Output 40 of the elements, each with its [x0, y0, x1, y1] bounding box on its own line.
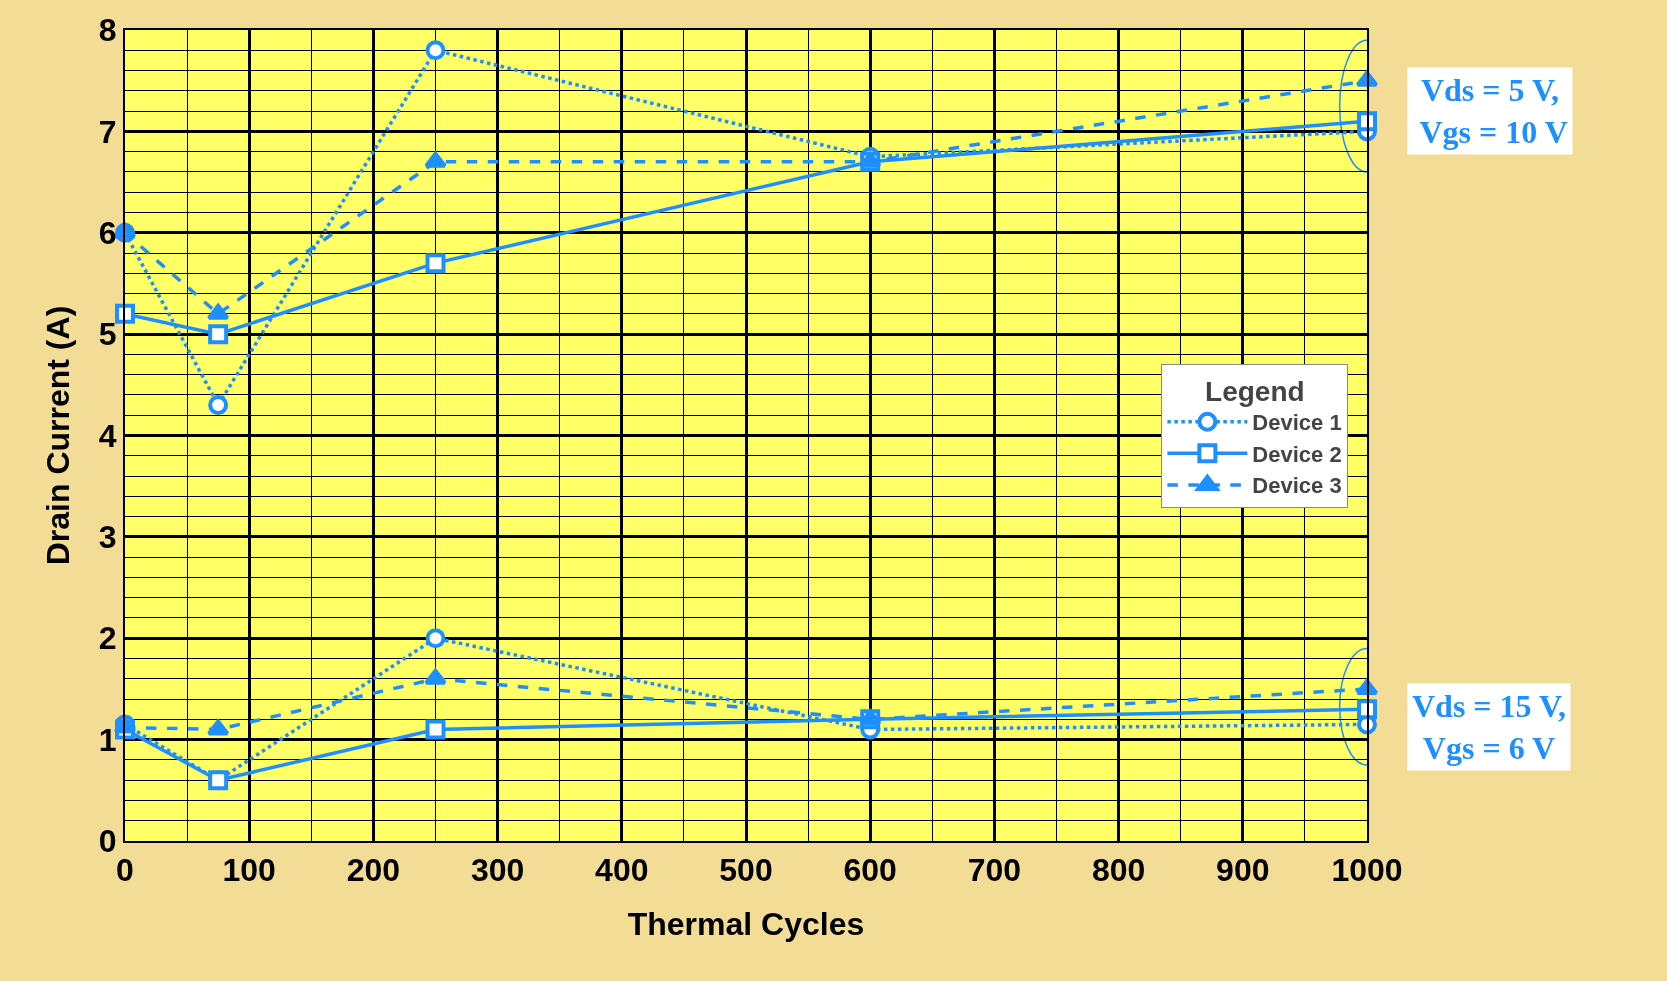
point	[425, 253, 446, 274]
y-tick-label: 6	[98, 214, 117, 251]
legend-label: Device 3	[1252, 473, 1342, 499]
x-tick-label: 1000	[1331, 852, 1403, 889]
point	[858, 709, 882, 726]
text: Vds = 15 V, Vgs = 6 V	[1412, 688, 1566, 766]
y-axis-title: Drain Current (A)	[39, 305, 76, 566]
x-tick-label: 500	[719, 852, 773, 889]
x-axis-title: Thermal Cycles	[627, 905, 865, 942]
point	[1357, 111, 1377, 132]
x-tick-label: 700	[967, 852, 1022, 889]
point	[206, 719, 230, 736]
legend-label: Device 1	[1252, 410, 1342, 436]
x-tick-label: 300	[470, 852, 525, 889]
x-tick-label: 100	[222, 852, 276, 889]
point	[425, 719, 446, 740]
point	[1357, 699, 1377, 720]
y-tick-label: 4	[98, 417, 117, 454]
x-tick-label: 600	[843, 852, 897, 889]
y-tick-label: 7	[98, 113, 117, 150]
point	[425, 628, 446, 649]
point	[208, 770, 229, 791]
x-tick-label: 800	[1091, 852, 1146, 889]
y-tick-label: 2	[98, 620, 117, 657]
y-tick-label: 3	[98, 519, 117, 556]
legend-label: Device 2	[1252, 441, 1342, 467]
y-tick-label: 1	[98, 721, 117, 758]
y-tick-label: 8	[98, 12, 117, 49]
point	[115, 303, 135, 324]
point	[425, 40, 446, 61]
y-tick-label: 5	[98, 316, 117, 353]
y-tick-label: 0	[98, 823, 117, 860]
point	[208, 324, 229, 345]
x-tick-label: 200	[346, 852, 401, 889]
point	[424, 668, 447, 685]
x-tick-label: 400	[595, 852, 649, 889]
point	[208, 395, 229, 416]
legend-title: Legend	[1205, 375, 1305, 407]
text: Vds = 5 V, Vgs = 10 V	[1412, 72, 1568, 150]
x-tick-label: 900	[1216, 852, 1270, 889]
